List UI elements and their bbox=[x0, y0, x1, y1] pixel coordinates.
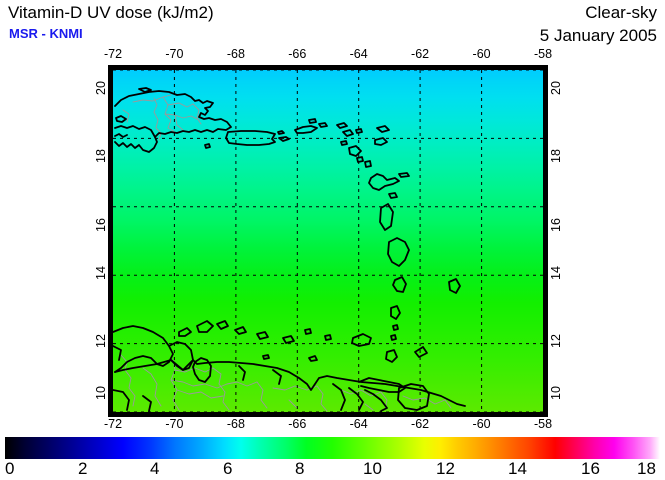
colorbar-tick-label-4: 8 bbox=[295, 459, 305, 478]
colorbar-tick-label-2: 4 bbox=[150, 459, 160, 478]
data-source-label: MSR - KNMI bbox=[9, 26, 83, 41]
xtick-label-top-5: -62 bbox=[411, 47, 430, 61]
ytick-label-left-3: 14 bbox=[94, 266, 108, 280]
xtick-label-bottom-6: -60 bbox=[472, 417, 491, 431]
ytick-label-right-1: 18 bbox=[549, 149, 563, 163]
colorbar-tick-label-8: 16 bbox=[581, 459, 600, 478]
xtick-label-bottom-5: -62 bbox=[411, 417, 430, 431]
coastline-overlay bbox=[113, 87, 466, 412]
ytick-label-left-5: 10 bbox=[94, 386, 108, 400]
xtick-label-bottom-2: -68 bbox=[226, 417, 245, 431]
colorbar-tick-label-0: 0 bbox=[5, 459, 15, 478]
colorbar-tick-label-1: 2 bbox=[78, 459, 88, 478]
uv-dose-field bbox=[113, 70, 543, 412]
ytick-label-right-5: 10 bbox=[549, 386, 563, 400]
xtick-label-top-2: -68 bbox=[226, 47, 245, 61]
xtick-label-bottom-1: -70 bbox=[165, 417, 184, 431]
colorbar-tick-label-3: 6 bbox=[223, 459, 233, 478]
date-label: 5 January 2005 bbox=[539, 26, 657, 45]
xtick-label-top-1: -70 bbox=[165, 47, 184, 61]
page-title: Vitamin-D UV dose (kJ/m2) bbox=[8, 3, 214, 22]
ytick-label-right-0: 20 bbox=[549, 81, 563, 95]
map-plot-area bbox=[113, 70, 543, 412]
colorbar-tick-label-5: 10 bbox=[363, 459, 382, 478]
xtick-label-top-7: -58 bbox=[533, 47, 553, 61]
colorbar-tick-label-6: 12 bbox=[436, 459, 455, 478]
xtick-label-bottom-3: -66 bbox=[288, 417, 307, 431]
grid-lines bbox=[113, 70, 543, 412]
colorbar-gradient bbox=[5, 437, 660, 459]
colorbar-tick-label-7: 14 bbox=[508, 459, 527, 478]
xtick-label-top-4: -64 bbox=[349, 47, 368, 61]
xtick-label-top-0: -72 bbox=[103, 47, 123, 61]
ytick-label-right-3: 14 bbox=[549, 266, 563, 280]
colorbar-tick-label-9: 18 bbox=[637, 459, 656, 478]
ytick-label-left-1: 18 bbox=[94, 149, 108, 163]
ytick-label-left-2: 16 bbox=[94, 218, 108, 232]
ytick-label-left-4: 12 bbox=[94, 334, 108, 348]
ytick-label-right-4: 12 bbox=[549, 334, 563, 348]
xtick-label-top-6: -60 bbox=[472, 47, 491, 61]
xtick-label-top-3: -66 bbox=[288, 47, 307, 61]
xtick-label-bottom-7: -58 bbox=[533, 417, 553, 431]
sky-condition-label: Clear-sky bbox=[585, 3, 657, 22]
ytick-label-right-2: 16 bbox=[549, 218, 563, 232]
xtick-label-bottom-0: -72 bbox=[103, 417, 123, 431]
xtick-label-bottom-4: -64 bbox=[349, 417, 368, 431]
ytick-label-left-0: 20 bbox=[94, 81, 108, 95]
colorbar bbox=[5, 437, 660, 459]
